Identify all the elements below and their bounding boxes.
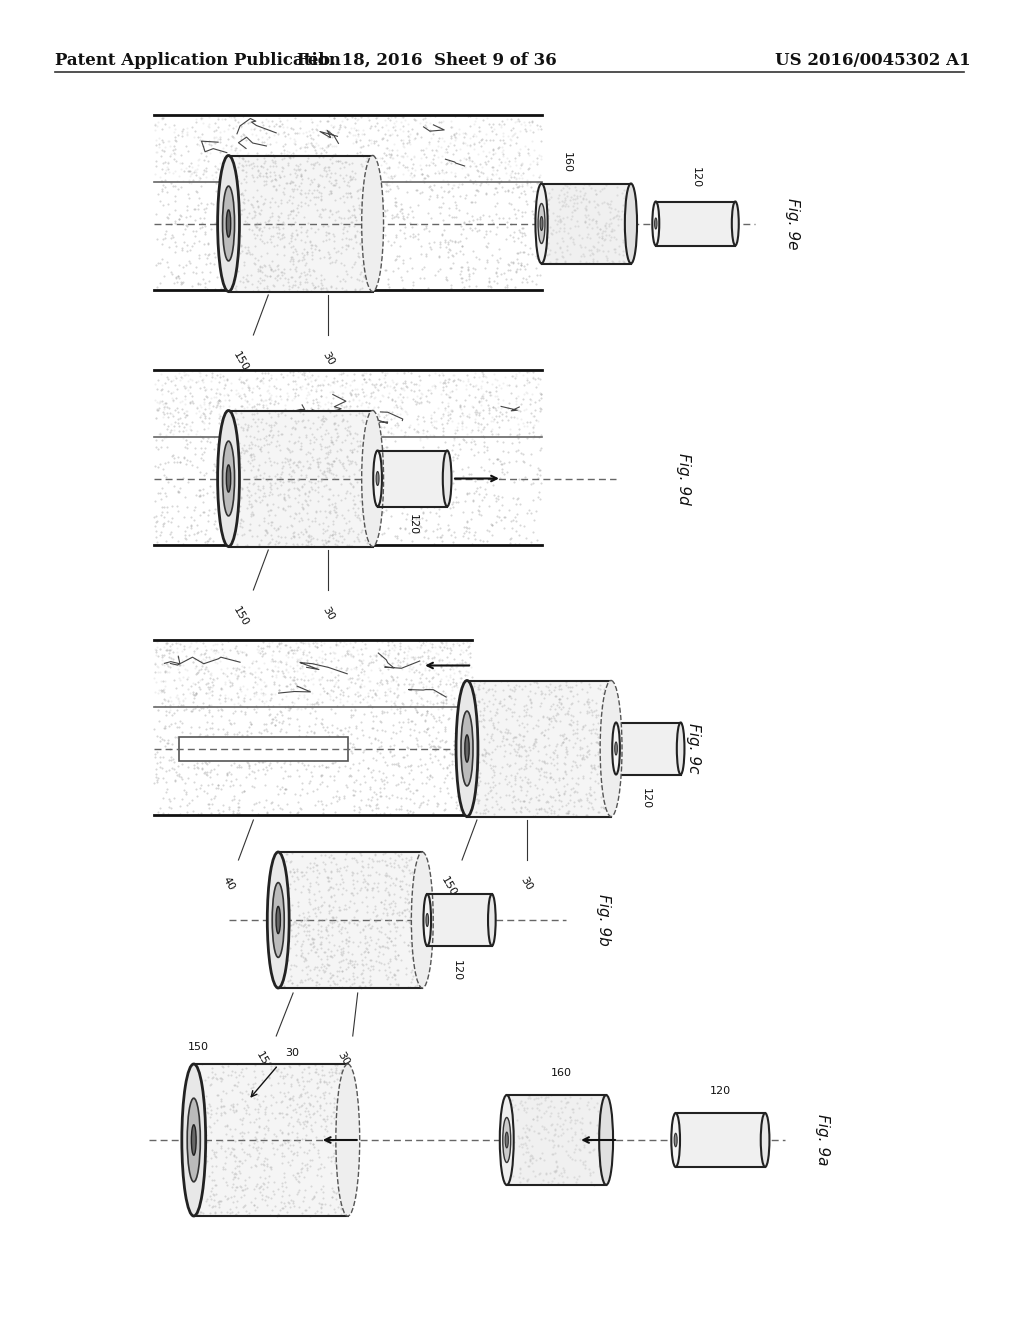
- Text: 120: 120: [710, 1086, 731, 1096]
- Text: Fig. 9a: Fig. 9a: [815, 1114, 829, 1166]
- Ellipse shape: [538, 203, 545, 243]
- Text: 150: 150: [254, 1049, 272, 1073]
- Ellipse shape: [625, 183, 637, 264]
- Ellipse shape: [505, 1133, 508, 1148]
- Ellipse shape: [424, 894, 431, 946]
- Ellipse shape: [503, 1118, 511, 1163]
- Polygon shape: [179, 737, 348, 760]
- Ellipse shape: [267, 851, 289, 987]
- Ellipse shape: [426, 913, 429, 927]
- Ellipse shape: [674, 1134, 677, 1147]
- Ellipse shape: [614, 742, 617, 755]
- Polygon shape: [676, 1113, 765, 1167]
- Ellipse shape: [226, 210, 230, 238]
- Text: Fig. 9b: Fig. 9b: [596, 894, 611, 946]
- Ellipse shape: [599, 1096, 613, 1185]
- Ellipse shape: [218, 156, 240, 292]
- Ellipse shape: [536, 183, 548, 264]
- Ellipse shape: [456, 681, 478, 817]
- Ellipse shape: [222, 441, 234, 516]
- Ellipse shape: [218, 411, 240, 546]
- Ellipse shape: [376, 471, 379, 486]
- Text: Fig. 9c: Fig. 9c: [686, 723, 700, 774]
- Ellipse shape: [652, 202, 659, 246]
- Text: 150: 150: [230, 605, 250, 628]
- Text: 150: 150: [439, 875, 459, 898]
- Polygon shape: [427, 894, 492, 946]
- Text: Patent Application Publication: Patent Application Publication: [54, 51, 341, 69]
- Ellipse shape: [272, 883, 285, 957]
- Polygon shape: [279, 851, 422, 987]
- Polygon shape: [378, 450, 447, 507]
- Polygon shape: [194, 1064, 348, 1216]
- Polygon shape: [542, 183, 631, 264]
- Ellipse shape: [373, 450, 382, 507]
- Text: Fig. 9d: Fig. 9d: [676, 453, 690, 504]
- Text: 30: 30: [519, 875, 535, 892]
- Ellipse shape: [500, 1096, 514, 1185]
- Ellipse shape: [412, 851, 433, 987]
- Ellipse shape: [761, 1113, 769, 1167]
- Ellipse shape: [336, 1064, 359, 1216]
- Polygon shape: [655, 202, 735, 246]
- Ellipse shape: [600, 681, 622, 817]
- Text: 150: 150: [230, 350, 250, 374]
- Text: 120: 120: [452, 960, 462, 981]
- Ellipse shape: [187, 1098, 201, 1181]
- Text: 120: 120: [641, 788, 651, 809]
- Polygon shape: [616, 722, 681, 775]
- Ellipse shape: [732, 202, 738, 246]
- Ellipse shape: [654, 218, 657, 228]
- Text: 30: 30: [335, 1049, 350, 1067]
- Text: 120: 120: [690, 168, 700, 189]
- Ellipse shape: [226, 465, 230, 492]
- Ellipse shape: [361, 411, 384, 546]
- Text: 30: 30: [321, 605, 336, 622]
- Text: 160: 160: [561, 153, 571, 173]
- Ellipse shape: [361, 156, 384, 292]
- Ellipse shape: [465, 735, 469, 762]
- Text: 30: 30: [285, 1048, 299, 1059]
- Ellipse shape: [461, 711, 473, 785]
- Text: 160: 160: [551, 1068, 571, 1078]
- Polygon shape: [507, 1096, 606, 1185]
- Ellipse shape: [276, 907, 281, 933]
- Ellipse shape: [672, 1113, 680, 1167]
- Text: Fig. 9e: Fig. 9e: [785, 198, 800, 249]
- Ellipse shape: [540, 216, 543, 231]
- Text: US 2016/0045302 A1: US 2016/0045302 A1: [775, 51, 971, 69]
- Ellipse shape: [191, 1125, 197, 1155]
- Polygon shape: [228, 156, 373, 292]
- Polygon shape: [467, 681, 611, 817]
- Text: 120: 120: [408, 513, 418, 535]
- Ellipse shape: [222, 186, 234, 261]
- Text: Feb. 18, 2016  Sheet 9 of 36: Feb. 18, 2016 Sheet 9 of 36: [297, 51, 557, 69]
- Ellipse shape: [612, 722, 620, 775]
- Ellipse shape: [677, 722, 684, 775]
- Ellipse shape: [182, 1064, 206, 1216]
- Text: 150: 150: [188, 1041, 209, 1052]
- Text: 40: 40: [221, 875, 237, 892]
- Ellipse shape: [442, 450, 452, 507]
- Polygon shape: [228, 411, 373, 546]
- Text: 30: 30: [321, 350, 336, 367]
- Ellipse shape: [488, 894, 496, 946]
